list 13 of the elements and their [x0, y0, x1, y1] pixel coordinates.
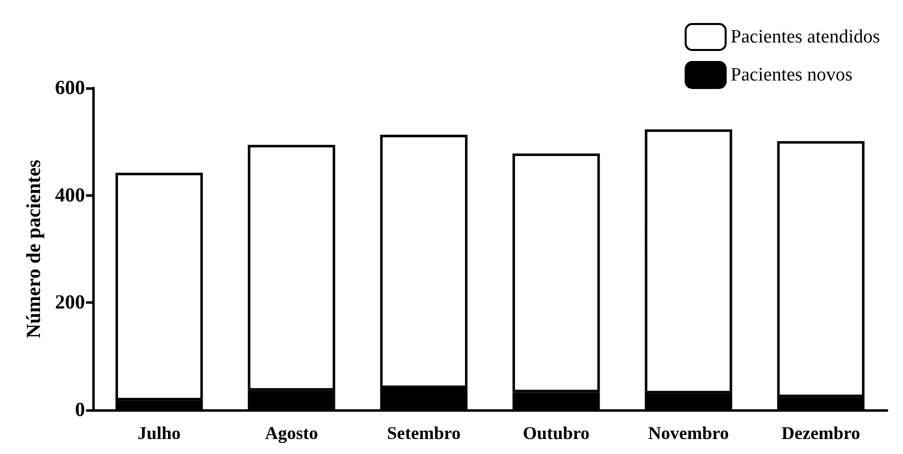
x-tick-label: Setembro: [387, 423, 461, 443]
y-tick-label: 200: [55, 292, 85, 314]
x-tick-label: Outubro: [522, 423, 590, 443]
legend-label: Pacientes atendidos: [730, 26, 880, 48]
x-tick-label: Dezembro: [782, 423, 860, 443]
x-tick-label: Julho: [138, 423, 181, 443]
x-tick-label: Novembro: [648, 423, 729, 443]
y-tick-label: 400: [55, 184, 85, 206]
x-tick-label: Agosto: [265, 423, 318, 443]
y-axis-title: Número de pacientes: [23, 160, 46, 338]
y-tick-label: 0: [75, 399, 85, 421]
y-tick-label: 600: [55, 77, 85, 99]
legend-label: Pacientes novos: [730, 64, 853, 86]
